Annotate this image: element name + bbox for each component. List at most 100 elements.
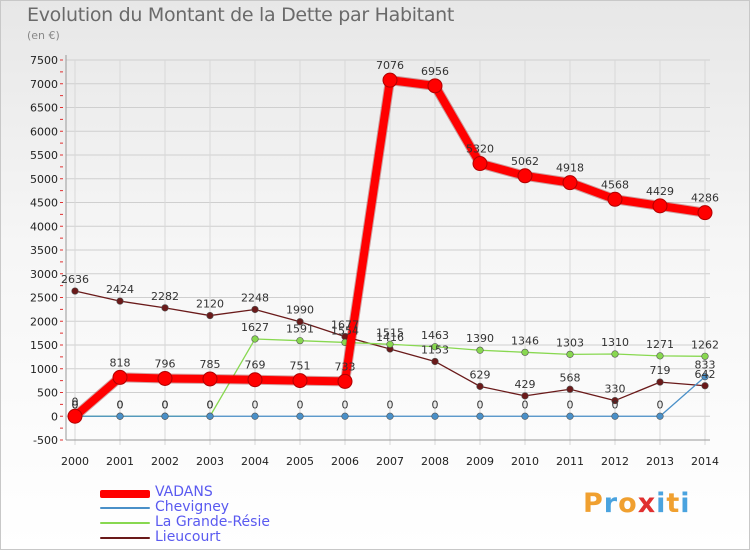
- x-tick-label: 2013: [646, 455, 674, 468]
- legend-label: La Grande-Résie: [155, 514, 270, 530]
- data-label: 4429: [646, 185, 674, 198]
- data-label: 1627: [241, 321, 269, 334]
- data-label: 1303: [556, 336, 584, 349]
- data-label: 4286: [691, 192, 719, 205]
- data-label: 1463: [421, 329, 449, 342]
- data-point: [521, 392, 529, 400]
- data-point: [431, 357, 439, 366]
- y-tick-label: 6500: [30, 102, 58, 115]
- data-label: 0: [117, 398, 124, 411]
- legend-label: Chevigney: [155, 499, 230, 515]
- data-point: [427, 78, 443, 94]
- data-point: [521, 412, 529, 420]
- y-tick-label: 5000: [30, 173, 58, 186]
- x-tick-label: 2008: [421, 455, 449, 468]
- x-tick-label: 2009: [466, 455, 494, 468]
- data-label: 733: [335, 360, 356, 373]
- data-point: [566, 385, 574, 393]
- y-tick-label: 4500: [30, 197, 58, 210]
- data-label: 2248: [241, 291, 269, 304]
- data-label: 1416: [376, 331, 404, 344]
- x-tick-label: 2012: [601, 455, 629, 468]
- data-point: [607, 191, 623, 207]
- data-label: 785: [200, 358, 221, 371]
- proxiti-logo: Proxiti: [583, 488, 691, 519]
- y-tick-label: 1500: [30, 339, 58, 352]
- data-point: [476, 346, 484, 354]
- data-point: [701, 352, 709, 360]
- data-point: [247, 372, 263, 388]
- data-point: [341, 412, 349, 420]
- data-point: [251, 335, 259, 343]
- data-label: 0: [522, 398, 529, 411]
- data-labels: 0 818 796 785 769 751 733 7076 6956 5320 5062 4918 4…: [61, 59, 719, 411]
- data-label: 769: [245, 359, 266, 372]
- series-lines: [67, 72, 713, 424]
- data-label: 0: [72, 398, 79, 411]
- legend-swatch: [100, 490, 150, 498]
- data-point: [251, 305, 259, 314]
- data-label: 796: [155, 357, 176, 370]
- data-label: 0: [207, 398, 214, 411]
- data-label: 2636: [61, 273, 89, 286]
- data-label: 1515: [376, 326, 404, 339]
- y-tick-label: 2500: [30, 292, 58, 305]
- data-point: [386, 412, 394, 420]
- data-point: [566, 350, 574, 358]
- data-label: 0: [72, 395, 79, 408]
- data-label: 568: [560, 371, 581, 384]
- y-tick-label: 3500: [30, 244, 58, 257]
- y-tick-label: 5500: [30, 149, 58, 162]
- data-point: [112, 369, 128, 385]
- data-point: [116, 297, 124, 305]
- data-point: [476, 382, 484, 390]
- x-tick-label: 2010: [511, 455, 539, 468]
- y-tick-label: 0: [51, 410, 58, 423]
- grid: [66, 59, 710, 445]
- data-label: 1554: [331, 324, 359, 337]
- data-point: [566, 412, 574, 420]
- data-point: [382, 72, 398, 88]
- data-point: [656, 378, 664, 386]
- data-point: [296, 337, 304, 345]
- y-tick-label: 6000: [30, 125, 58, 138]
- data-point: [652, 198, 668, 214]
- data-point: [292, 373, 308, 389]
- data-point: [386, 340, 394, 348]
- data-label: 5062: [511, 155, 539, 168]
- data-point: [701, 382, 709, 390]
- legend-swatch: [100, 537, 150, 539]
- data-label: 2424: [106, 283, 134, 296]
- y-tick-label: 7500: [30, 54, 58, 67]
- data-point: [161, 304, 169, 312]
- data-label: 1990: [286, 304, 314, 317]
- x-tick-label: 2005: [286, 455, 314, 468]
- data-point: [701, 373, 709, 381]
- data-label: 0: [252, 398, 259, 411]
- x-tick-label: 2014: [691, 455, 719, 468]
- data-label: 0: [387, 398, 394, 411]
- data-label: 751: [290, 360, 311, 373]
- data-label: 0: [162, 398, 169, 411]
- legend-label: Lieucourt: [155, 529, 221, 545]
- data-label: 429: [515, 378, 536, 391]
- x-tick-label: 2003: [196, 455, 224, 468]
- data-point: [562, 175, 578, 191]
- data-label: 818: [110, 356, 131, 369]
- chart-subtitle: (en €): [27, 29, 60, 42]
- y-tick-label: 4000: [30, 220, 58, 233]
- data-point: [161, 412, 169, 420]
- data-label: 1271: [646, 338, 674, 351]
- data-point: [206, 311, 214, 320]
- data-point: [476, 412, 484, 420]
- data-label: 1153: [421, 343, 449, 356]
- data-label: 0: [612, 398, 619, 411]
- data-label: 5320: [466, 143, 494, 156]
- data-label: 1310: [601, 336, 629, 349]
- legend-swatch: [100, 522, 150, 524]
- y-tick-label: 2000: [30, 315, 58, 328]
- data-point: [431, 343, 439, 351]
- data-label: 629: [470, 368, 491, 381]
